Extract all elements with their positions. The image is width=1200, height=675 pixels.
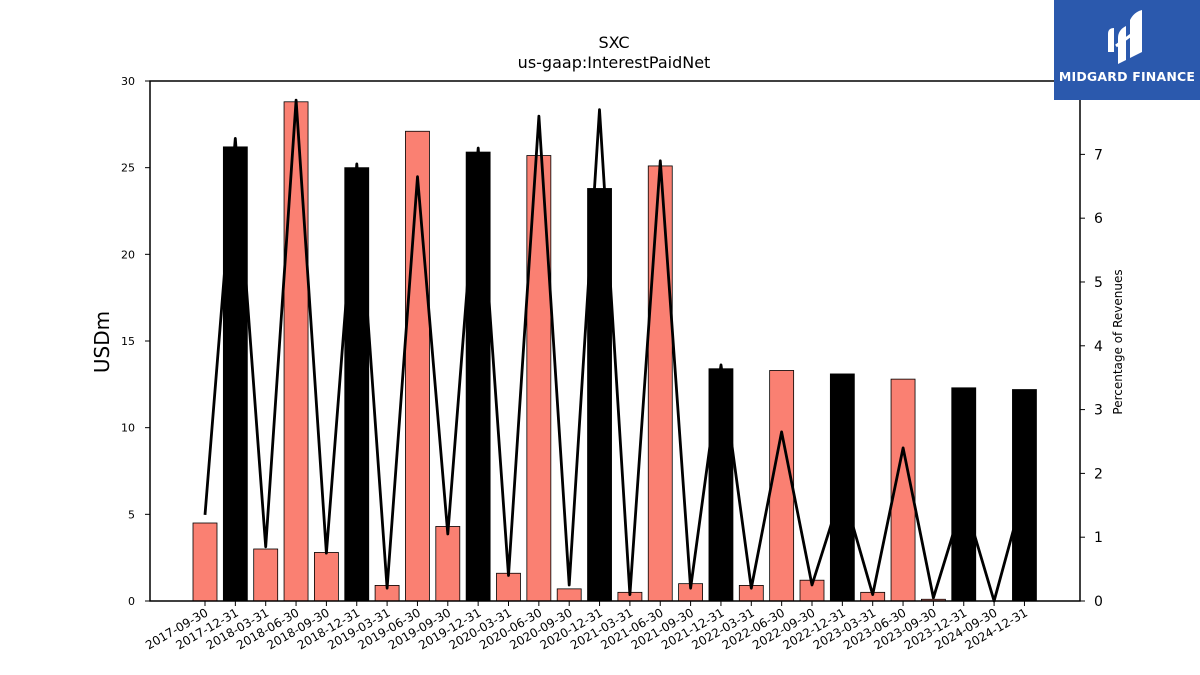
y2-tick-label: 2 xyxy=(1094,466,1103,482)
bar-2019-06-30 xyxy=(405,130,430,602)
y2-axis-label: Percentage of Revenues xyxy=(1111,269,1125,414)
y2-tick-label: 0 xyxy=(1094,594,1103,610)
y2-tick-label: 5 xyxy=(1094,275,1103,291)
bar-2020-09-30 xyxy=(556,588,582,602)
bar-2022-12-31 xyxy=(829,373,855,602)
y2-tick-label: 1 xyxy=(1094,530,1103,546)
bar-2018-12-31 xyxy=(344,167,370,602)
brand-logo: MIDGARD FINANCE xyxy=(1054,0,1200,100)
chart-title: SXC xyxy=(598,33,629,52)
y-tick-label: 10 xyxy=(121,422,135,435)
bar-2019-12-31 xyxy=(465,151,491,602)
y-tick-label: 20 xyxy=(121,248,135,261)
percentage-line xyxy=(203,98,1026,603)
y-axis-left: 0 5 10 15 20 25 30 xyxy=(121,75,150,608)
y-tick-label: 15 xyxy=(121,335,135,348)
bar-2020-03-31 xyxy=(496,572,521,602)
bar-2024-12-31 xyxy=(1012,389,1037,602)
bar-2019-09-30 xyxy=(435,526,461,602)
line-group xyxy=(203,98,1026,603)
bar-2021-06-30 xyxy=(647,165,673,602)
bar-2021-12-31 xyxy=(708,368,734,602)
bar-2022-06-30 xyxy=(769,370,795,602)
y-axis-label: USDm xyxy=(90,311,114,373)
y-axis-right: 0 1 2 3 4 5 6 7 xyxy=(1080,147,1103,610)
bar-2023-12-31 xyxy=(951,387,977,602)
y-tick-label: 5 xyxy=(128,508,135,521)
bar-2017-12-31 xyxy=(222,146,248,602)
y2-tick-label: 4 xyxy=(1094,339,1103,355)
bar-2020-06-30 xyxy=(526,155,552,602)
y-tick-label: 30 xyxy=(121,75,135,88)
y-tick-label: 25 xyxy=(121,162,135,175)
bar-2018-03-31 xyxy=(253,548,279,602)
bar-2018-06-30 xyxy=(283,101,309,602)
y2-tick-label: 3 xyxy=(1094,403,1103,419)
bar-2017-09-30 xyxy=(192,522,218,602)
x-axis: 2017-09-302017-12-312018-03-312018-06-30… xyxy=(143,601,1030,652)
logo-mark-icon xyxy=(1108,10,1142,64)
bar-2018-09-30 xyxy=(313,552,339,602)
logo-text: MIDGARD FINANCE xyxy=(1058,69,1196,84)
y2-tick-label: 7 xyxy=(1094,147,1103,163)
y2-tick-label: 6 xyxy=(1094,211,1103,227)
bar-group xyxy=(192,101,1037,602)
chart-subtitle: us-gaap:InterestPaidNet xyxy=(518,53,711,72)
y-tick-label: 0 xyxy=(128,595,135,608)
